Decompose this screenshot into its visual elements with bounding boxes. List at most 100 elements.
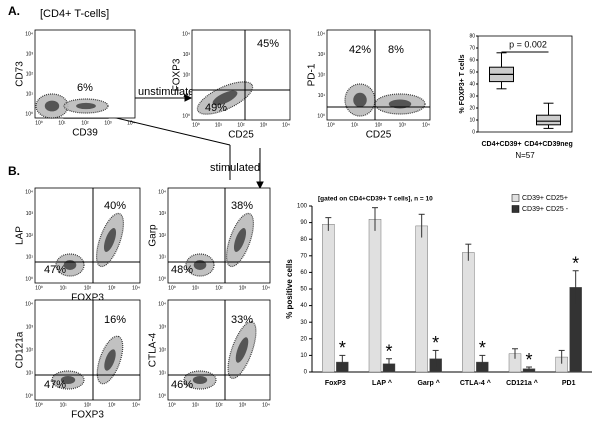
axis-tick-label: 10⁰ [25,393,33,399]
axis-tick-label: 10¹ [60,285,68,291]
axis-tick-label: 10¹ [159,370,167,376]
density-core [193,260,207,270]
axis-tick-label: 10³ [104,120,112,126]
y-tick-label: 50 [469,69,475,75]
axis-tick-label: 10² [237,122,245,128]
y-axis-label: Garp [148,224,159,247]
quadrant-percent: 33% [231,314,253,326]
legend-swatch [511,205,520,213]
significance-marker: * [572,253,579,273]
axis-tick-label: 10² [159,347,167,353]
axis-tick-label: 10⁰ [25,276,33,282]
axis-tick-label: 10¹ [351,122,359,128]
box [536,114,561,126]
axis-tick-label: 10⁴ [182,31,190,37]
axis-tick-label: 10⁴ [132,285,140,291]
axis-tick-label: 10² [84,285,92,291]
axis-tick-label: 10² [159,233,167,239]
y-tick-label: 40 [300,303,307,309]
legend-swatch [511,194,520,202]
density-core [44,100,60,112]
axis-tick-label: 10⁴ [25,189,33,195]
axis-tick-label: 10⁰ [35,120,43,126]
bar [462,252,475,373]
y-tick-label: 60 [469,57,475,63]
axis-tick-label: 10² [215,402,223,408]
panel-label: B. [8,164,20,178]
density-core [353,92,367,108]
condition-label: unstimulated [138,86,200,98]
y-tick-label: 90 [300,220,307,226]
axis-tick-label: 10³ [260,122,268,128]
y-tick-label: 100 [297,204,308,210]
quadrant-percent: 42% [349,44,371,56]
density-core [388,99,412,109]
axis-tick-label: 10¹ [60,402,68,408]
axis-tick-label: 10¹ [26,255,34,261]
density-core [192,375,208,385]
axis-tick-label: 10³ [108,285,116,291]
annotation: p = 0.002 [509,39,547,49]
x-tick-label: FoxP3 [325,380,346,387]
y-axis-label: PD-1 [307,63,318,86]
axis-tick-label: 10² [26,347,34,353]
arrow-head [256,181,264,190]
axis-tick-label: 10¹ [192,402,200,408]
x-tick-label: PD1 [562,380,576,387]
axis-tick-label: 10² [84,402,92,408]
axis-tick-label: 10⁰ [168,402,176,408]
x-tick-label: LAP ^ [372,379,392,387]
axis-tick-label: 10⁰ [317,113,325,119]
x-tick-label: CTLA-4 ^ [460,379,491,387]
y-tick-label: 30 [469,93,475,99]
y-axis-label: CD121a [15,331,26,368]
density-core [104,349,116,371]
axis-tick-label: 10⁴ [158,189,166,195]
y-tick-label: 70 [300,253,307,259]
axis-tick-label: 10⁰ [158,393,166,399]
axis-tick-label: 10⁴ [127,120,135,126]
quadrant-percent: 47% [44,264,66,276]
axis-tick-label: 10⁴ [25,31,33,37]
x-axis-label: CD25 [366,130,392,141]
axis-tick-label: 10³ [318,52,326,58]
plot-frame [34,187,141,284]
y-tick-label: 10 [300,353,307,359]
y-tick-label: 80 [300,237,307,243]
condition-label: stimulated [210,162,260,174]
quadrant-percent: 16% [104,314,126,326]
quadrant-percent: 49% [205,102,227,114]
axis-tick-label: 10¹ [183,93,191,99]
x-axis-label: FOXP3 [71,293,104,304]
note: N=57 [515,151,535,160]
quadrant-percent: 8% [388,44,404,56]
density-core [212,90,238,106]
y-tick-label: 20 [300,336,307,342]
axis-tick-label: 10² [183,72,191,78]
density-core [235,337,249,363]
y-tick-label: 0 [472,129,475,135]
axis-tick-label: 10⁰ [327,122,335,128]
axis-tick-label: 10⁴ [25,301,33,307]
axis-tick-label: 10³ [26,211,34,217]
significance-marker: * [432,333,439,353]
density-core [60,375,76,385]
y-axis-label: LAP [15,226,26,245]
legend-label: CD39+ CD25 - [522,206,569,213]
axis-tick-label: 10⁰ [25,111,33,117]
axis-tick-label: 10⁴ [262,402,270,408]
axis-tick-label: 10³ [183,52,191,58]
plot-frame [167,187,271,284]
chart-title: [gated on CD4+CD39+ T cells], n = 10 [318,196,433,203]
axis-tick-label: 10³ [239,285,247,291]
axis-tick-label: 10³ [159,211,167,217]
bar [322,224,335,373]
x-axis-label: CD39 [72,128,98,139]
axis-tick-label: 10⁴ [262,285,270,291]
axis-tick-label: 10³ [26,324,34,330]
panel-label: A. [8,4,20,18]
axis-tick-label: 10² [375,122,383,128]
axis-tick-label: 10² [318,72,326,78]
x-tick-label: CD121a ^ [506,379,538,387]
y-tick-label: 0 [304,370,308,376]
